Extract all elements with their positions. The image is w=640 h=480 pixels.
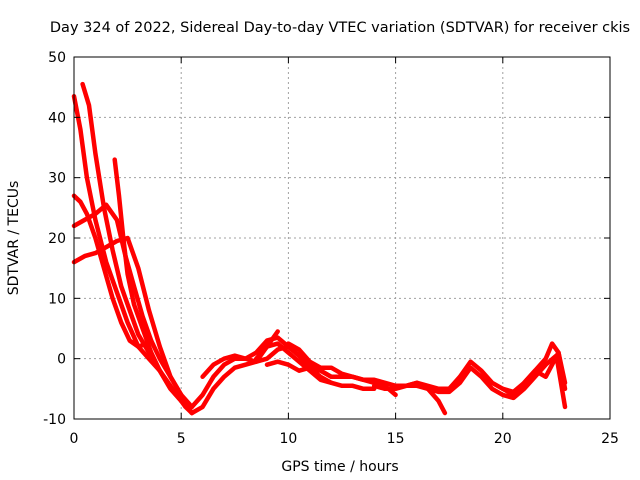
series-arc-3 xyxy=(112,157,184,404)
series-arc-14 xyxy=(393,341,568,395)
x-axis-label: GPS time / hours xyxy=(281,459,398,475)
y-tick-label: 40 xyxy=(48,110,66,126)
series-layer xyxy=(71,81,568,416)
series-arc-16 xyxy=(500,350,568,398)
y-tick-label: 30 xyxy=(48,171,66,187)
series-arc-6 xyxy=(71,193,150,349)
series-arc-12 xyxy=(286,341,398,389)
y-tick-label: 0 xyxy=(57,352,66,368)
x-tick-label: 5 xyxy=(177,431,186,447)
series-arc-11 xyxy=(264,359,398,398)
y-axis-label: SDTVAR / TECUs xyxy=(6,181,22,296)
series-arc-15 xyxy=(404,353,568,410)
x-tick-label: 10 xyxy=(279,431,297,447)
x-tick-label: 0 xyxy=(70,431,79,447)
y-tick-label: -10 xyxy=(43,412,66,428)
x-tick-label: 25 xyxy=(601,431,619,447)
x-tick-label: 15 xyxy=(387,431,405,447)
x-tick-label: 20 xyxy=(494,431,512,447)
series-arc-5 xyxy=(71,235,195,410)
chart-title: Day 324 of 2022, Sidereal Day-to-day VTE… xyxy=(50,20,630,36)
y-tick-label: 20 xyxy=(48,231,66,247)
grid-lines xyxy=(74,57,610,419)
y-tick-label: 10 xyxy=(48,291,66,307)
y-tick-label: 50 xyxy=(48,50,66,66)
series-arc-10 xyxy=(253,341,377,392)
